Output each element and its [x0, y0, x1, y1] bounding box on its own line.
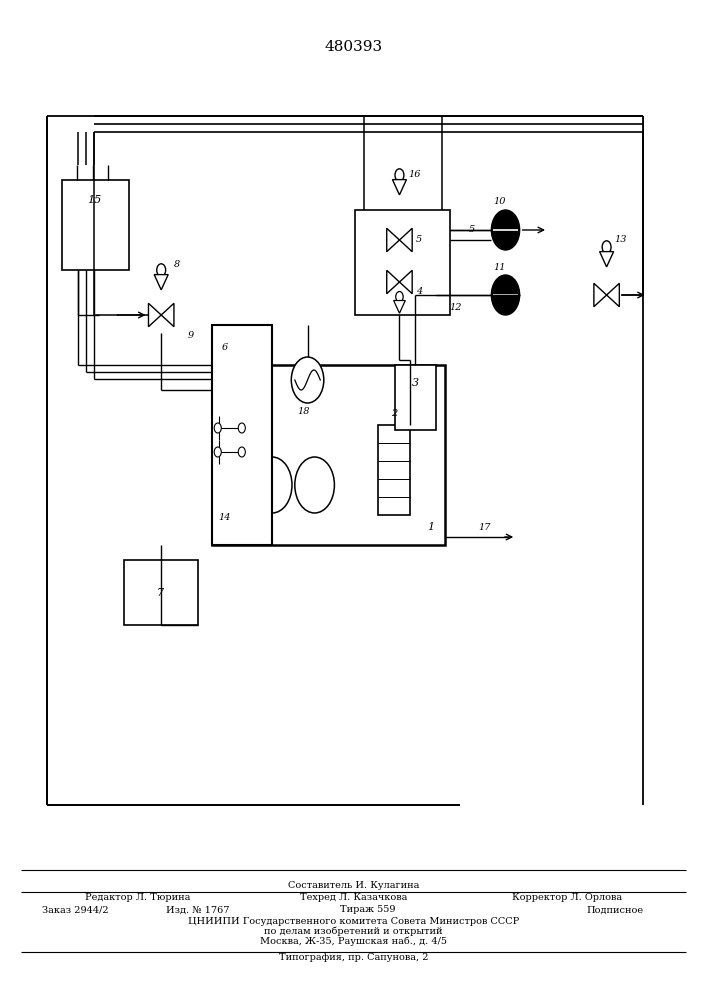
Polygon shape [154, 275, 168, 290]
Text: Редактор Л. Тюрина: Редактор Л. Тюрина [85, 892, 190, 902]
Polygon shape [594, 283, 607, 307]
Text: Подписное: Подписное [586, 906, 643, 914]
Text: 14: 14 [218, 512, 231, 521]
Circle shape [396, 292, 403, 302]
Text: по делам изобретений и открытий: по делам изобретений и открытий [264, 926, 443, 936]
Text: Типография, пр. Сапунова, 2: Типография, пр. Сапунова, 2 [279, 954, 428, 962]
Text: 7: 7 [157, 588, 164, 598]
Text: 4: 4 [416, 288, 422, 296]
Circle shape [291, 357, 324, 403]
Text: Составитель И. Кулагина: Составитель И. Кулагина [288, 880, 419, 890]
Bar [62, 180, 129, 270]
Text: 5: 5 [469, 226, 474, 234]
Text: 17: 17 [478, 524, 491, 532]
Text: Изд. № 1767: Изд. № 1767 [166, 906, 230, 914]
Polygon shape [392, 180, 407, 195]
Circle shape [214, 423, 221, 433]
Text: 11: 11 [493, 262, 506, 271]
Text: 15: 15 [88, 195, 102, 205]
Circle shape [395, 169, 404, 181]
Bar [212, 365, 445, 545]
Text: Москва, Ж-35, Раушская наб., д. 4/5: Москва, Ж-35, Раушская наб., д. 4/5 [260, 936, 447, 946]
Text: 13: 13 [614, 235, 627, 244]
Bar [355, 210, 450, 315]
Polygon shape [399, 270, 412, 294]
Text: 16: 16 [409, 170, 421, 179]
Text: Заказ 2944/2: Заказ 2944/2 [42, 906, 109, 914]
Bar [378, 425, 410, 515]
Text: 5: 5 [416, 235, 422, 244]
Text: Техред Л. Казачкова: Техред Л. Казачкова [300, 892, 407, 902]
Text: ЦНИИПИ Государственного комитета Совета Министров СССР: ЦНИИПИ Государственного комитета Совета … [188, 916, 519, 926]
Bar [124, 560, 198, 625]
Text: Тираж 559: Тираж 559 [340, 906, 395, 914]
Polygon shape [387, 270, 399, 294]
Text: 1: 1 [428, 522, 435, 532]
Circle shape [602, 241, 611, 253]
Circle shape [214, 447, 221, 457]
Circle shape [491, 210, 520, 250]
Text: 12: 12 [450, 302, 462, 312]
Text: 2: 2 [391, 408, 397, 418]
Polygon shape [399, 228, 412, 252]
Polygon shape [161, 303, 174, 327]
Text: 3: 3 [411, 378, 419, 388]
Text: 8: 8 [174, 260, 180, 269]
Circle shape [238, 447, 245, 457]
Text: Корректор Л. Орлова: Корректор Л. Орлова [512, 892, 622, 902]
Polygon shape [394, 301, 405, 313]
Circle shape [491, 275, 520, 315]
Text: 6: 6 [222, 342, 228, 352]
Circle shape [157, 264, 165, 276]
Polygon shape [600, 252, 614, 267]
Text: 18: 18 [298, 408, 310, 416]
Polygon shape [387, 228, 399, 252]
Polygon shape [148, 303, 161, 327]
Text: 480393: 480393 [325, 40, 382, 54]
Polygon shape [607, 283, 619, 307]
Bar [212, 325, 272, 545]
Bar [395, 365, 436, 430]
Circle shape [238, 423, 245, 433]
Text: 10: 10 [493, 198, 506, 207]
Text: 9: 9 [188, 330, 194, 340]
